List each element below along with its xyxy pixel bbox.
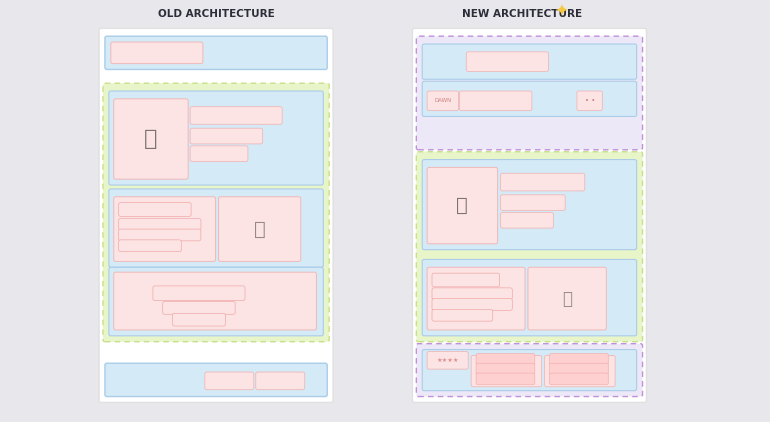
FancyBboxPatch shape xyxy=(544,355,615,387)
FancyBboxPatch shape xyxy=(114,197,216,261)
FancyBboxPatch shape xyxy=(467,52,548,71)
FancyBboxPatch shape xyxy=(109,91,323,185)
FancyBboxPatch shape xyxy=(422,44,637,79)
FancyBboxPatch shape xyxy=(417,344,642,397)
FancyBboxPatch shape xyxy=(153,286,245,300)
Text: 👟: 👟 xyxy=(457,196,468,215)
Text: DAWN: DAWN xyxy=(434,98,451,103)
FancyBboxPatch shape xyxy=(105,363,327,397)
FancyBboxPatch shape xyxy=(422,260,637,336)
FancyBboxPatch shape xyxy=(105,36,327,70)
FancyBboxPatch shape xyxy=(109,189,323,267)
FancyBboxPatch shape xyxy=(111,42,203,64)
FancyBboxPatch shape xyxy=(427,267,525,330)
FancyBboxPatch shape xyxy=(577,91,602,111)
FancyBboxPatch shape xyxy=(109,267,323,336)
FancyBboxPatch shape xyxy=(119,229,201,241)
FancyBboxPatch shape xyxy=(205,372,254,390)
FancyBboxPatch shape xyxy=(427,168,497,244)
FancyBboxPatch shape xyxy=(500,212,554,228)
FancyBboxPatch shape xyxy=(114,272,316,330)
FancyBboxPatch shape xyxy=(427,91,458,111)
FancyBboxPatch shape xyxy=(219,197,301,261)
FancyBboxPatch shape xyxy=(476,373,535,385)
Text: OLD ARCHITECTURE: OLD ARCHITECTURE xyxy=(158,8,274,19)
FancyBboxPatch shape xyxy=(413,28,647,403)
FancyBboxPatch shape xyxy=(550,354,608,365)
FancyBboxPatch shape xyxy=(460,91,532,111)
FancyBboxPatch shape xyxy=(427,352,468,369)
Text: ✦: ✦ xyxy=(554,3,567,21)
FancyBboxPatch shape xyxy=(500,195,565,211)
FancyBboxPatch shape xyxy=(528,267,606,330)
FancyBboxPatch shape xyxy=(190,146,248,162)
FancyBboxPatch shape xyxy=(550,363,608,375)
FancyBboxPatch shape xyxy=(119,203,191,216)
FancyBboxPatch shape xyxy=(417,152,642,342)
Text: ★★★★: ★★★★ xyxy=(437,358,459,363)
FancyBboxPatch shape xyxy=(500,173,584,191)
FancyBboxPatch shape xyxy=(432,299,512,310)
FancyBboxPatch shape xyxy=(422,349,637,391)
FancyBboxPatch shape xyxy=(417,36,642,150)
FancyBboxPatch shape xyxy=(162,302,235,314)
FancyBboxPatch shape xyxy=(172,313,226,326)
FancyBboxPatch shape xyxy=(256,372,305,390)
FancyBboxPatch shape xyxy=(432,309,493,321)
FancyBboxPatch shape xyxy=(119,218,201,230)
FancyBboxPatch shape xyxy=(422,160,637,250)
FancyBboxPatch shape xyxy=(422,81,637,116)
FancyBboxPatch shape xyxy=(476,354,535,365)
FancyBboxPatch shape xyxy=(119,240,181,252)
Text: 👟: 👟 xyxy=(254,219,266,238)
FancyBboxPatch shape xyxy=(432,273,500,287)
FancyBboxPatch shape xyxy=(476,363,535,375)
FancyBboxPatch shape xyxy=(432,288,512,300)
Text: 👟: 👟 xyxy=(562,289,572,308)
FancyBboxPatch shape xyxy=(550,373,608,385)
FancyBboxPatch shape xyxy=(190,107,282,124)
FancyBboxPatch shape xyxy=(103,83,330,342)
Text: 👟: 👟 xyxy=(144,129,158,149)
Text: • •: • • xyxy=(584,98,594,104)
Text: NEW ARCHITECTURE: NEW ARCHITECTURE xyxy=(461,8,581,19)
FancyBboxPatch shape xyxy=(471,355,541,387)
FancyBboxPatch shape xyxy=(99,28,333,403)
FancyBboxPatch shape xyxy=(190,128,263,144)
FancyBboxPatch shape xyxy=(114,99,188,179)
